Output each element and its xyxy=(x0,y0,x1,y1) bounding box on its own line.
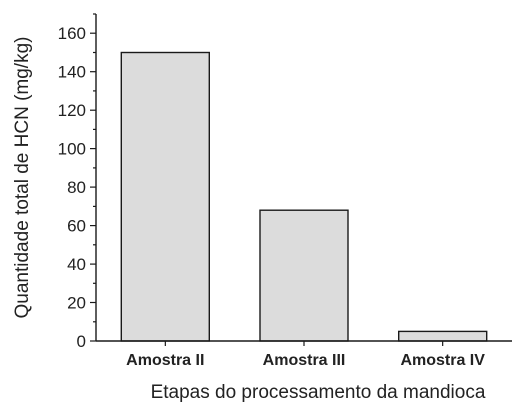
y-ticks-group: 0 20 40 60 80 100 120 140 160 xyxy=(58,13,96,351)
y-tick-label: 80 xyxy=(67,178,86,197)
x-category-label: Amostra IV xyxy=(400,352,485,369)
bar-amostra-iii xyxy=(259,209,349,342)
y-tick-label: 140 xyxy=(58,63,86,82)
x-category-label: Amostra III xyxy=(263,352,346,369)
y-tick-label: 40 xyxy=(67,255,86,274)
bars-group xyxy=(120,51,488,342)
y-tick-label: 0 xyxy=(77,332,86,351)
bar-amostra-iv xyxy=(398,330,488,342)
x-category-label: Amostra II xyxy=(126,352,204,369)
bar-amostra-ii xyxy=(120,51,211,342)
y-tick-label: 100 xyxy=(58,140,86,159)
x-axis-title: Etapas do processamento da mandioca xyxy=(151,382,486,403)
y-tick-label: 60 xyxy=(67,217,86,236)
x-categories-group: Amostra II Amostra III Amostra IV xyxy=(126,341,485,369)
y-tick-label: 120 xyxy=(58,101,86,120)
y-tick-label: 20 xyxy=(67,294,86,313)
y-axis-title: Quantidade total de HCN (mg/kg) xyxy=(12,37,33,319)
y-tick-label: 160 xyxy=(58,24,86,43)
